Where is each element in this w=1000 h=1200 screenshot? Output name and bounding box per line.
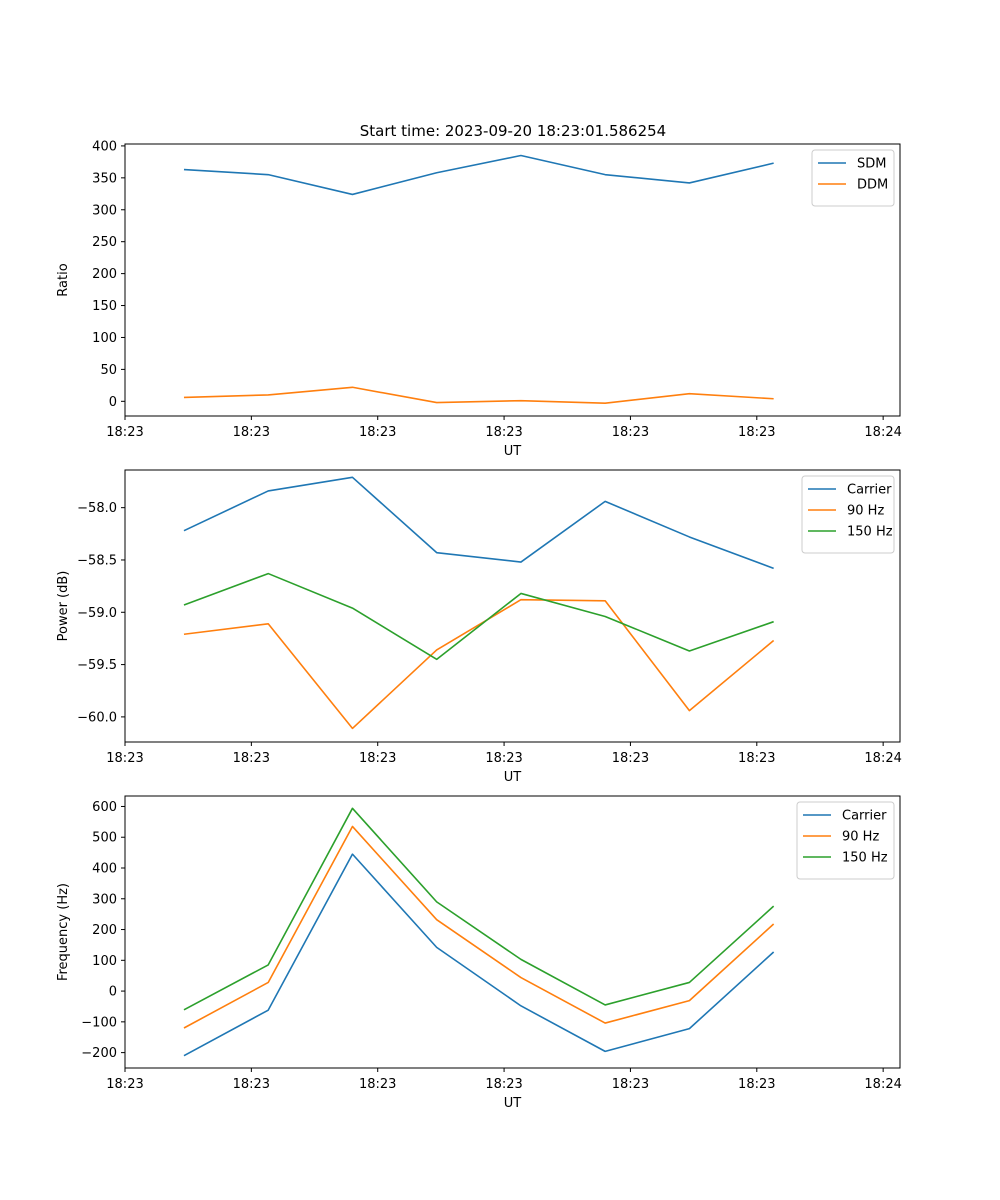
legend: SDM DDM — [811, 149, 895, 207]
x-tick-label: 18:23 — [359, 751, 396, 766]
x-tick-label: 18:23 — [485, 1077, 522, 1092]
x-tick-label: 18:23 — [106, 1077, 143, 1092]
y-tick-label: −59.0 — [77, 606, 117, 621]
x-tick-label: 18:23 — [233, 425, 270, 440]
legend-label: 150 Hz — [847, 525, 893, 540]
legend-label: Carrier — [847, 483, 892, 498]
series-line-sdm — [183, 154, 774, 196]
subplot-2: 18:23 18:23 18:23 18:23 18:23 18:23 18:24 −60.0… — [56, 469, 902, 785]
series-line-carrier — [183, 476, 774, 570]
legend-frame — [796, 801, 895, 880]
y-tick-label: 400 — [92, 139, 117, 154]
y-tick-label: 200 — [92, 923, 117, 938]
y-tick-label: −58.5 — [77, 553, 117, 568]
series-line-150-hz — [183, 572, 774, 661]
y-tick-label: 200 — [92, 267, 117, 282]
x-tick-label: 18:23 — [612, 1077, 649, 1092]
x-tick-label: 18:23 — [359, 425, 396, 440]
x-tick-label: 18:23 — [738, 1077, 775, 1092]
x-tick-label: 18:23 — [612, 751, 649, 766]
y-axis-label: Frequency (Hz) — [56, 883, 71, 981]
y-tick-label: −200 — [81, 1046, 117, 1061]
figure-title: Start time: 2023-09-20 18:23:01.586254 — [360, 122, 666, 140]
x-tick-label: 18:23 — [738, 425, 775, 440]
legend-label: DDM — [857, 178, 888, 193]
series-line-150-hz — [183, 807, 775, 1011]
y-tick-label: 100 — [92, 331, 117, 346]
x-tick-label: 18:23 — [233, 1077, 270, 1092]
y-tick-label: 100 — [92, 954, 117, 969]
x-tick-label: 18:23 — [738, 751, 775, 766]
x-tick-label: 18:23 — [485, 751, 522, 766]
subplot-3: 18:23 18:23 18:23 18:23 18:23 18:23 18:24 −200 −… — [56, 795, 902, 1111]
axes-frame — [124, 143, 901, 417]
series-line-carrier — [183, 853, 775, 1057]
legend: Carrier 90 Hz 150 Hz — [796, 801, 895, 880]
axes-frame — [124, 469, 901, 743]
x-axis-label: UT — [504, 1096, 522, 1111]
y-tick-label: −58.0 — [77, 501, 117, 516]
y-tick-label: 300 — [92, 892, 117, 907]
y-tick-label: 300 — [92, 203, 117, 218]
y-tick-label: 0 — [109, 985, 117, 1000]
subplots: 18:23 18:23 18:23 18:23 18:23 18:23 18:24 0 50 10… — [56, 139, 902, 1111]
legend: Carrier 90 Hz 150 Hz — [801, 475, 895, 554]
legend-label: 90 Hz — [842, 830, 879, 845]
x-tick-label: 18:23 — [106, 751, 143, 766]
legend-label: 150 Hz — [842, 851, 888, 866]
legend-label: Carrier — [842, 809, 887, 824]
y-tick-label: 0 — [109, 395, 117, 410]
y-tick-label: −59.5 — [77, 658, 117, 673]
x-axis-label: UT — [504, 444, 522, 459]
y-axis-label: Power (dB) — [56, 571, 71, 642]
subplot-1: 18:23 18:23 18:23 18:23 18:23 18:23 18:24 0 50 10… — [56, 139, 902, 459]
x-tick-label: 18:24 — [864, 1077, 901, 1092]
y-tick-label: 150 — [92, 299, 117, 314]
x-tick-label: 18:23 — [106, 425, 143, 440]
series-line-90-hz — [183, 598, 775, 730]
legend-label: 90 Hz — [847, 504, 884, 519]
y-tick-label: 350 — [92, 171, 117, 186]
x-tick-label: 18:24 — [864, 751, 901, 766]
y-tick-label: 600 — [92, 800, 117, 815]
y-tick-label: 500 — [92, 831, 117, 846]
x-axis-label: UT — [504, 770, 522, 785]
y-tick-label: 400 — [92, 862, 117, 877]
y-tick-label: −60.0 — [77, 710, 117, 725]
y-axis-label: Ratio — [56, 263, 71, 296]
axes-frame — [124, 795, 901, 1069]
series-line-90-hz — [183, 825, 775, 1029]
y-tick-label: −100 — [81, 1015, 117, 1030]
x-tick-label: 18:24 — [864, 425, 901, 440]
x-tick-label: 18:23 — [359, 1077, 396, 1092]
x-tick-label: 18:23 — [612, 425, 649, 440]
legend-frame — [811, 149, 895, 207]
legend-label: SDM — [857, 157, 886, 172]
series-line-ddm — [183, 386, 774, 405]
x-tick-label: 18:23 — [233, 751, 270, 766]
x-tick-label: 18:23 — [485, 425, 522, 440]
legend-frame — [801, 475, 895, 554]
y-tick-label: 50 — [100, 363, 117, 378]
y-tick-label: 250 — [92, 235, 117, 250]
